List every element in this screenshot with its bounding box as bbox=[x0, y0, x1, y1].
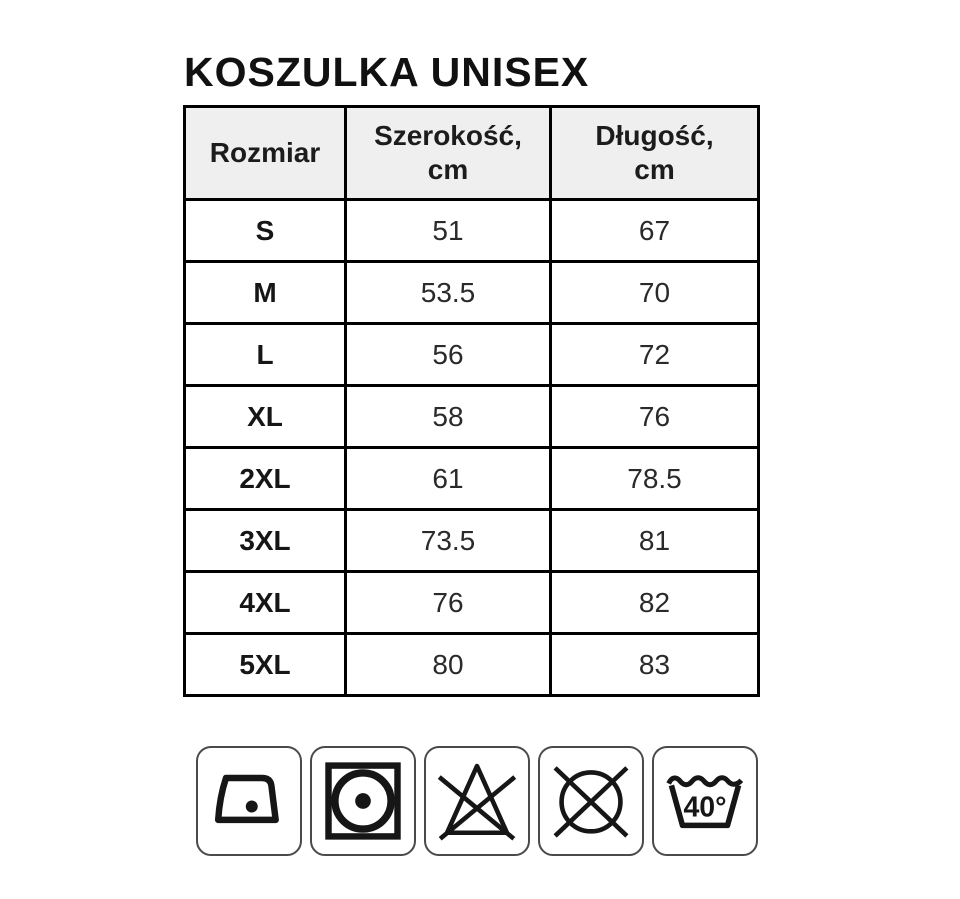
width-cell: 51 bbox=[344, 198, 552, 263]
size-cell: S bbox=[183, 198, 347, 263]
size-cell: XL bbox=[183, 384, 347, 449]
length-cell: 70 bbox=[549, 260, 760, 325]
page-title: KOSZULKA UNISEX bbox=[184, 49, 590, 95]
table-row: 5XL 80 83 bbox=[183, 632, 760, 697]
table-header-row: Rozmiar Szerokość, cm Długość, cm bbox=[183, 105, 760, 201]
width-cell: 58 bbox=[344, 384, 552, 449]
size-cell: 2XL bbox=[183, 446, 347, 511]
do-not-bleach-icon bbox=[424, 746, 530, 856]
size-cell: 4XL bbox=[183, 570, 347, 635]
table-row: S 51 67 bbox=[183, 198, 760, 263]
length-cell: 82 bbox=[549, 570, 760, 635]
table-row: XL 58 76 bbox=[183, 384, 760, 449]
width-cell: 56 bbox=[344, 322, 552, 387]
width-cell: 76 bbox=[344, 570, 552, 635]
table-row: 2XL 61 78.5 bbox=[183, 446, 760, 511]
tumble-dry-icon bbox=[310, 746, 416, 856]
length-cell: 67 bbox=[549, 198, 760, 263]
size-table: Rozmiar Szerokość, cm Długość, cm S 51 6… bbox=[183, 105, 760, 697]
column-header-length: Długość, cm bbox=[549, 105, 760, 201]
table-row: M 53.5 70 bbox=[183, 260, 760, 325]
length-cell: 81 bbox=[549, 508, 760, 573]
size-cell: M bbox=[183, 260, 347, 325]
do-not-dry-clean-icon bbox=[538, 746, 644, 856]
wash-40-icon: 40° bbox=[652, 746, 758, 856]
iron-icon bbox=[196, 746, 302, 856]
column-header-width: Szerokość, cm bbox=[344, 105, 552, 201]
length-cell: 76 bbox=[549, 384, 760, 449]
table-row: 4XL 76 82 bbox=[183, 570, 760, 635]
care-icons-row: 40° bbox=[196, 746, 758, 856]
column-header-size: Rozmiar bbox=[183, 105, 347, 201]
table-row: L 56 72 bbox=[183, 322, 760, 387]
width-cell: 80 bbox=[344, 632, 552, 697]
size-cell: 3XL bbox=[183, 508, 347, 573]
table-row: 3XL 73.5 81 bbox=[183, 508, 760, 573]
length-cell: 78.5 bbox=[549, 446, 760, 511]
width-cell: 53.5 bbox=[344, 260, 552, 325]
length-cell: 72 bbox=[549, 322, 760, 387]
width-cell: 61 bbox=[344, 446, 552, 511]
size-cell: L bbox=[183, 322, 347, 387]
length-cell: 83 bbox=[549, 632, 760, 697]
size-cell: 5XL bbox=[183, 632, 347, 697]
width-cell: 73.5 bbox=[344, 508, 552, 573]
wash-temperature-label: 40° bbox=[683, 792, 726, 824]
